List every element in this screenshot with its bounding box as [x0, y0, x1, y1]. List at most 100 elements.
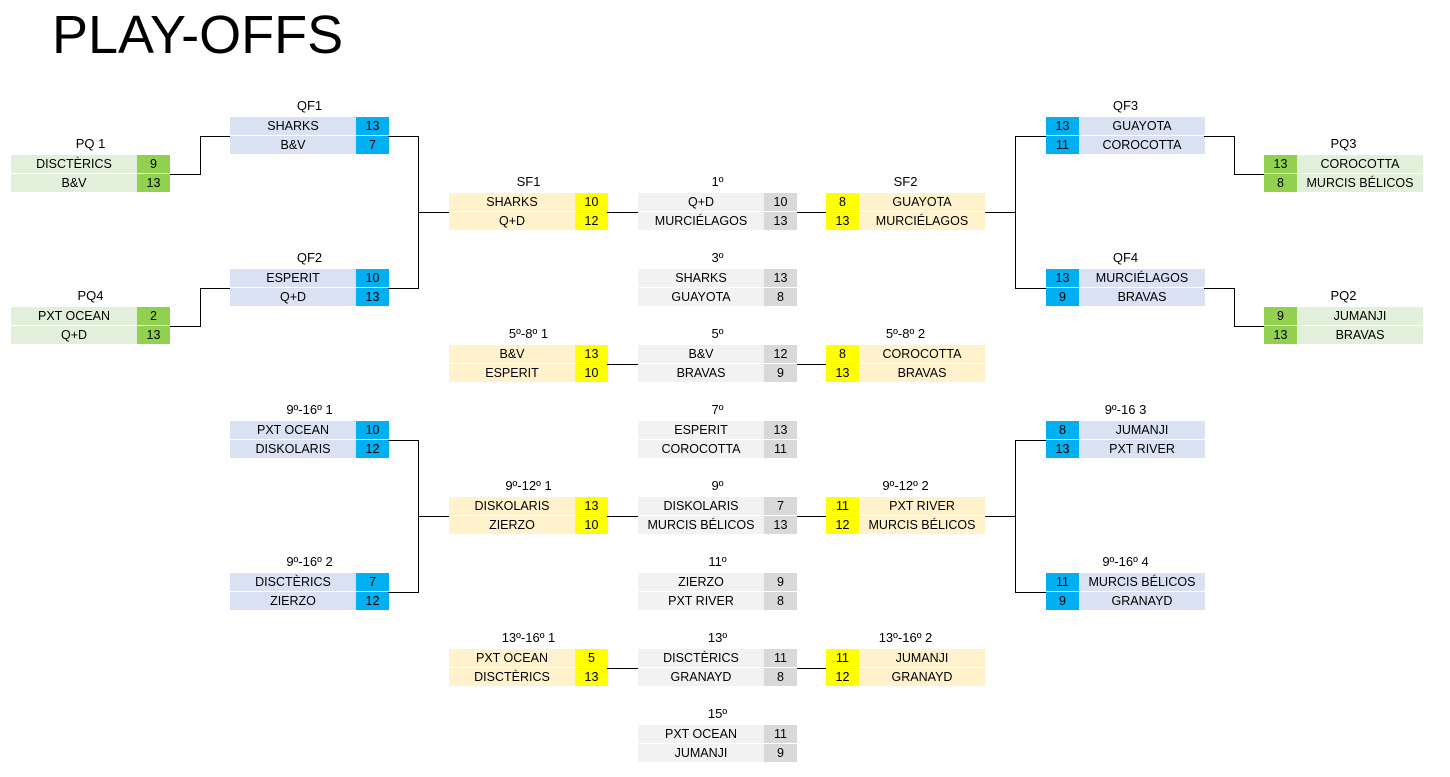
team-name: Q+D [638, 193, 764, 211]
match-label: 15º [707, 706, 728, 721]
bracket-connector [1015, 288, 1046, 289]
match-qf3: QF3 13 GUAYOTA 11 COROCOTTA [1046, 98, 1205, 155]
team-name: BRAVAS [638, 364, 764, 382]
team-score: 12 [826, 516, 859, 534]
page-title: PLAY-OFFS [52, 5, 344, 65]
team-name: PXT OCEAN [230, 421, 356, 439]
match-p15: 15º PXT OCEAN 11 JUMANJI 9 [638, 706, 797, 763]
match-r916_3: 9º-16 3 8 JUMANJI 13 PXT RIVER [1046, 402, 1205, 459]
team-score: 13 [1264, 326, 1297, 344]
match-qf2: QF2 ESPERIT 10 Q+D 13 [230, 250, 389, 307]
match-p9: 9º DISKOLARIS 7 MURCIS BÉLICOS 13 [638, 478, 797, 535]
match-p7: 7º ESPERIT 13 COROCOTTA 11 [638, 402, 797, 459]
bracket-connector [1015, 136, 1046, 137]
team-score: 13 [356, 288, 389, 306]
match-r916_4: 9º-16º 4 11 MURCIS BÉLICOS 9 GRANAYD [1046, 554, 1205, 611]
team-score: 8 [764, 288, 797, 306]
match-r1316_1: 13º-16º 1 PXT OCEAN 5 DISCTÈRICS 13 [449, 630, 608, 687]
team-row: 13 COROCOTTA [1264, 155, 1423, 174]
team-name: ZIERZO [230, 592, 356, 610]
team-score: 7 [356, 136, 389, 154]
team-name: PXT RIVER [638, 592, 764, 610]
team-row: ZIERZO 10 [449, 516, 608, 535]
team-name: BRAVAS [1079, 288, 1205, 306]
team-name: SHARKS [449, 193, 575, 211]
match-label: QF1 [296, 98, 323, 113]
bracket-connector [1015, 136, 1016, 289]
match-p13: 13º DISCTÈRICS 11 GRANAYD 8 [638, 630, 797, 687]
bracket-connector [985, 212, 1015, 213]
team-score: 8 [1264, 174, 1297, 192]
team-name: ESPERIT [230, 269, 356, 287]
match-label: 9º-16º 4 [1102, 554, 1149, 569]
bracket-connector [170, 326, 200, 327]
team-row: SHARKS 13 [638, 269, 797, 288]
team-score: 12 [356, 592, 389, 610]
match-pq4: PQ4 PXT OCEAN 2 Q+D 13 [11, 288, 170, 345]
team-row: DISKOLARIS 7 [638, 497, 797, 516]
team-score: 13 [575, 497, 608, 515]
team-name: MURCIÉLAGOS [1079, 269, 1205, 287]
team-row: 12 GRANAYD [826, 668, 985, 687]
match-label: 7º [711, 402, 724, 417]
bracket-connector [388, 440, 418, 441]
bracket-connector [388, 288, 418, 289]
match-r58_2: 5º-8º 2 8 COROCOTTA 13 BRAVAS [826, 326, 985, 383]
team-row: 11 MURCIS BÉLICOS [1046, 573, 1205, 592]
team-row: DISKOLARIS 12 [230, 440, 389, 459]
team-row: DISKOLARIS 13 [449, 497, 608, 516]
team-row: 9 BRAVAS [1046, 288, 1205, 307]
bracket-connector [607, 364, 638, 365]
team-score: 13 [575, 668, 608, 686]
team-row: 13 GUAYOTA [1046, 117, 1205, 136]
team-name: JUMANJI [1297, 307, 1423, 325]
team-row: Q+D 10 [638, 193, 797, 212]
team-score: 13 [1264, 155, 1297, 173]
team-score: 10 [764, 193, 797, 211]
team-row: PXT OCEAN 11 [638, 725, 797, 744]
team-score: 13 [1046, 440, 1079, 458]
team-row: 12 MURCIS BÉLICOS [826, 516, 985, 535]
team-name: GUAYOTA [1079, 117, 1205, 135]
bracket-connector [418, 212, 449, 213]
team-name: DISKOLARIS [449, 497, 575, 515]
team-score: 9 [764, 744, 797, 762]
team-name: SHARKS [638, 269, 764, 287]
team-row: PXT OCEAN 5 [449, 649, 608, 668]
team-row: GRANAYD 8 [638, 668, 797, 687]
match-label: 13º-16º 1 [501, 630, 556, 645]
team-name: PXT OCEAN [11, 307, 137, 325]
bracket-connector [200, 136, 201, 175]
team-score: 10 [575, 193, 608, 211]
team-score: 12 [764, 345, 797, 363]
team-name: DISCTÈRICS [638, 649, 764, 667]
match-label: 11º [708, 554, 727, 569]
team-row: B&V 13 [11, 174, 170, 193]
team-row: 9 GRANAYD [1046, 592, 1205, 611]
team-score: 2 [137, 307, 170, 325]
team-score: 9 [1046, 592, 1079, 610]
bracket-connector [607, 212, 638, 213]
team-name: SHARKS [230, 117, 356, 135]
match-p5: 5º B&V 12 BRAVAS 9 [638, 326, 797, 383]
team-row: DISCTÈRICS 11 [638, 649, 797, 668]
match-label: 3º [711, 250, 724, 265]
team-row: 8 MURCIS BÉLICOS [1264, 174, 1423, 193]
bracket-connector [797, 516, 826, 517]
match-label: SF2 [893, 174, 918, 189]
team-row: GUAYOTA 8 [638, 288, 797, 307]
bracket-connector [607, 516, 638, 517]
team-name: BRAVAS [1297, 326, 1423, 344]
team-name: B&V [638, 345, 764, 363]
team-name: PXT OCEAN [638, 725, 764, 743]
team-name: GUAYOTA [638, 288, 764, 306]
team-row: DISCTÈRICS 9 [11, 155, 170, 174]
team-score: 9 [764, 364, 797, 382]
team-score: 13 [826, 212, 859, 230]
team-name: MURCIS BÉLICOS [859, 516, 985, 534]
match-label: 9º-16º 1 [286, 402, 333, 417]
match-label: PQ3 [1330, 136, 1357, 151]
team-row: PXT OCEAN 10 [230, 421, 389, 440]
bracket-connector [797, 364, 826, 365]
team-score: 12 [575, 212, 608, 230]
